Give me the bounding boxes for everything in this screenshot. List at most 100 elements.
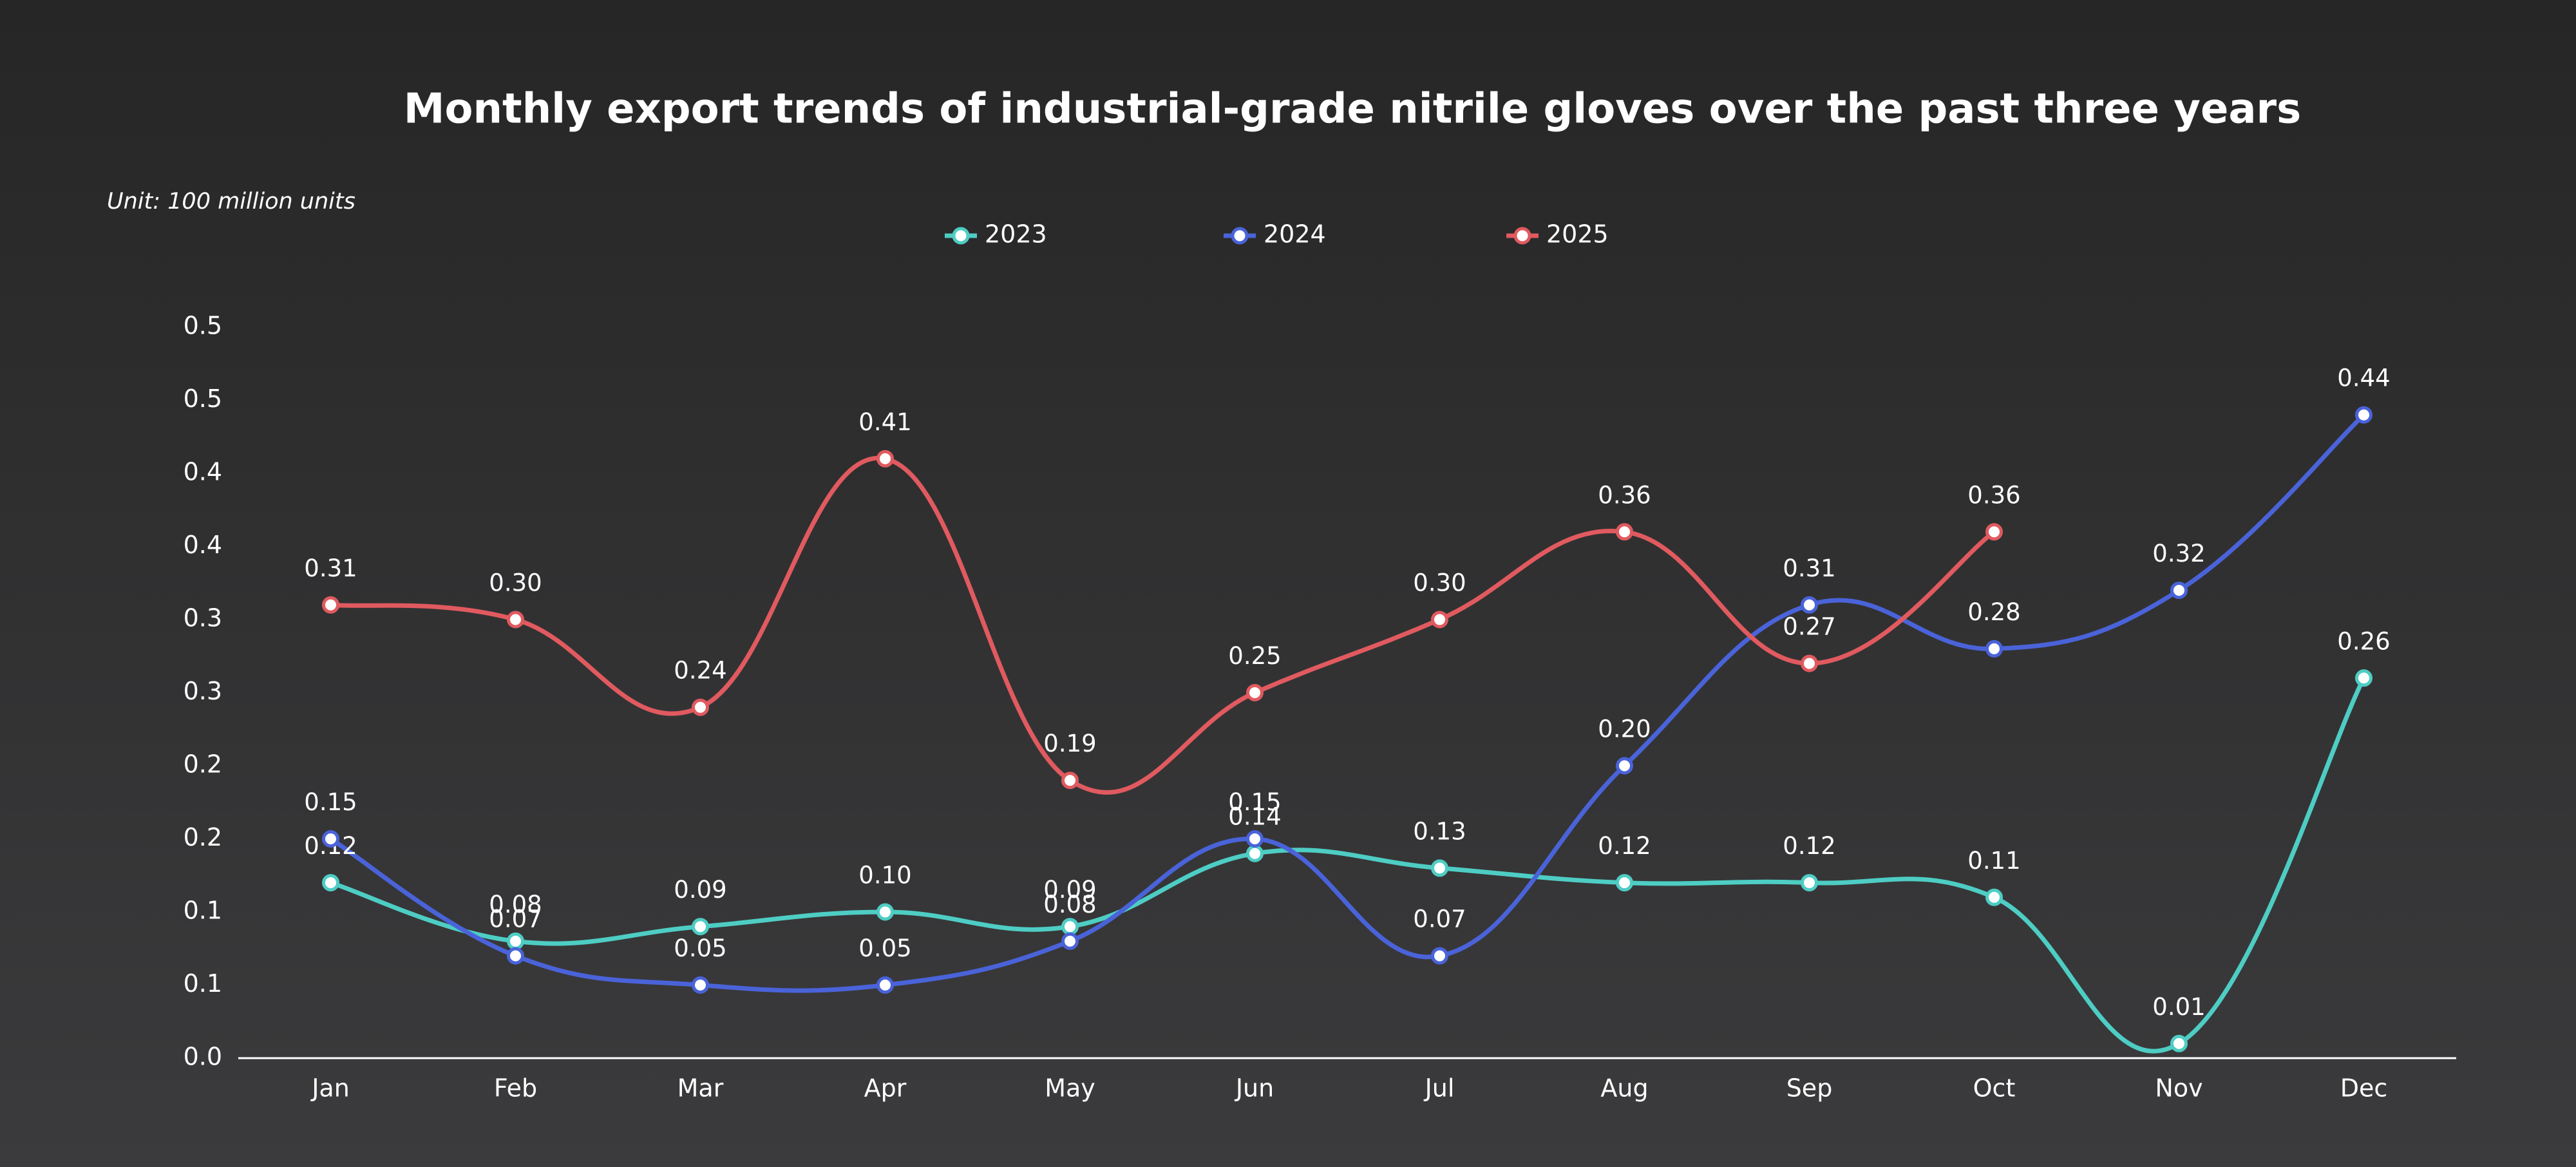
data-point [1431, 859, 1448, 877]
y-tick-label: 0.0 [184, 1043, 222, 1071]
data-label: 0.30 [1413, 569, 1466, 597]
legend-marker [952, 227, 970, 245]
data-label: 0.19 [1043, 730, 1096, 757]
data-label: 0.05 [674, 935, 726, 962]
data-point [1431, 611, 1448, 629]
data-label: 0.13 [1413, 817, 1466, 845]
data-label: 0.31 [304, 555, 357, 582]
legend-label: 2023 [985, 220, 1047, 249]
data-point [1985, 888, 2003, 906]
data-point [507, 932, 524, 950]
y-tick-label: 0.1 [184, 969, 222, 998]
data-point [1616, 757, 1633, 775]
y-tick-label: 0.3 [184, 677, 222, 705]
data-point [2170, 1034, 2188, 1052]
data-point [692, 918, 709, 936]
x-tick-label: Apr [864, 1074, 907, 1103]
series-line [329, 413, 2365, 993]
data-label: 0.11 [1967, 847, 2020, 875]
y-tick-label: 0.5 [184, 384, 222, 413]
data-label: 0.10 [858, 862, 911, 889]
data-point [2355, 406, 2372, 424]
legend-marker [1513, 227, 1531, 245]
data-point [2355, 669, 2372, 687]
subtitle: Unit: 100 million units [107, 189, 355, 214]
data-point [692, 698, 709, 716]
data-point [876, 450, 894, 468]
data-label: 0.09 [674, 876, 726, 904]
data-point [1985, 640, 2003, 658]
x-tick-label: Jul [1424, 1074, 1455, 1103]
data-label: 0.30 [489, 569, 542, 597]
data-label: 0.07 [1413, 906, 1466, 933]
data-label: 0.32 [2152, 540, 2205, 567]
x-tick-label: Nov [2155, 1074, 2202, 1103]
data-point [1246, 684, 1264, 701]
data-label: 0.05 [858, 935, 911, 962]
x-tick-label: May [1045, 1074, 1095, 1103]
data-label: 0.36 [1598, 481, 1651, 509]
data-label: 0.44 [2337, 365, 2390, 392]
y-tick-label: 0.2 [184, 750, 222, 779]
x-tick-label: Mar [677, 1074, 724, 1103]
data-point [322, 830, 339, 848]
data-label: 0.15 [304, 788, 357, 816]
data-label: 0.07 [489, 906, 542, 933]
data-label: 0.20 [1598, 716, 1651, 743]
data-point [1801, 654, 1818, 672]
x-tick-label: Oct [1973, 1074, 2016, 1103]
x-tick-label: Jun [1235, 1074, 1274, 1103]
data-point [322, 874, 339, 892]
data-point [876, 903, 894, 921]
x-tick-label: Feb [494, 1074, 537, 1103]
data-label: 0.12 [1598, 832, 1651, 860]
series-line [330, 455, 1996, 795]
data-point [1061, 932, 1079, 950]
legend-label: 2025 [1546, 220, 1609, 249]
data-point [1801, 874, 1818, 892]
data-point [1616, 523, 1633, 541]
data-label: 0.08 [1043, 891, 1096, 918]
y-tick-label: 0.2 [184, 823, 222, 851]
data-label: 0.08 [489, 891, 542, 918]
data-point [1431, 947, 1448, 965]
y-tick-label: 0.4 [184, 531, 222, 559]
data-point [2170, 582, 2188, 600]
data-point [507, 611, 524, 629]
data-point [1801, 596, 1818, 614]
data-label: 0.28 [1967, 598, 2020, 626]
data-point [1061, 918, 1079, 936]
data-point [507, 947, 524, 965]
legend-label: 2024 [1264, 220, 1326, 249]
legend-marker [1231, 227, 1249, 245]
data-label: 0.12 [1783, 832, 1835, 860]
data-point [876, 976, 894, 994]
data-label: 0.09 [1043, 876, 1096, 904]
data-label: 0.41 [858, 408, 911, 436]
x-tick-label: Dec [2340, 1074, 2388, 1103]
data-point [1246, 844, 1264, 862]
y-tick-label: 0.3 [184, 604, 222, 632]
data-point [692, 976, 709, 994]
data-point [322, 596, 339, 614]
data-label: 0.01 [2152, 993, 2205, 1021]
data-point [1616, 874, 1633, 892]
data-label: 0.14 [1228, 803, 1281, 831]
x-tick-label: Aug [1600, 1074, 1648, 1103]
data-point [1061, 772, 1079, 790]
data-label: 0.26 [2337, 627, 2390, 655]
x-tick-label: Sep [1786, 1074, 1833, 1103]
y-tick-label: 0.5 [184, 312, 222, 340]
data-label: 0.25 [1228, 642, 1281, 670]
chart-title: Monthly export trends of industrial-grad… [404, 86, 2301, 133]
data-label: 0.31 [1783, 555, 1835, 582]
y-tick-label: 0.4 [184, 458, 222, 486]
x-tick-label: Jan [310, 1074, 350, 1103]
data-label: 0.24 [674, 657, 726, 685]
data-label: 0.36 [1967, 481, 2020, 509]
y-tick-label: 0.1 [184, 897, 222, 925]
data-label: 0.27 [1783, 613, 1835, 641]
data-point [1985, 523, 2003, 541]
